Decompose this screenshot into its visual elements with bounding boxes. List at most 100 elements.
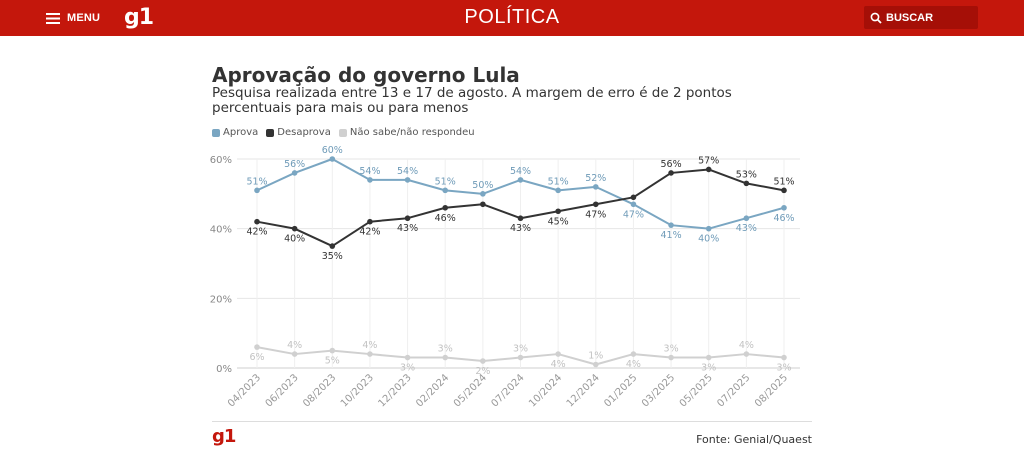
- legend-label-aprova: Aprova: [223, 127, 259, 138]
- data-point: [404, 177, 411, 183]
- x-tick-label: 03/2025: [640, 372, 677, 409]
- x-tick-label: 02/2024: [414, 372, 451, 409]
- data-point: [781, 354, 787, 361]
- data-label: 54%: [510, 166, 531, 177]
- data-point: [291, 225, 298, 232]
- data-label: 3%: [701, 363, 716, 374]
- data-point: [705, 166, 712, 173]
- data-label: 56%: [284, 159, 305, 170]
- data-label: 40%: [284, 234, 305, 245]
- data-point: [480, 358, 486, 364]
- x-tick-label: 05/2024: [452, 372, 489, 409]
- data-point: [592, 184, 599, 190]
- legend-swatch-nao-sabe: [338, 128, 347, 137]
- x-tick-label: 12/2024: [565, 372, 602, 409]
- data-label: 46%: [435, 213, 456, 224]
- data-point: [442, 187, 449, 194]
- data-label: 3%: [438, 344, 453, 355]
- x-tick-label: 04/2023: [226, 372, 263, 409]
- chart-legend: Aprova Desaprova Não sabe/não respondeu: [212, 127, 475, 138]
- y-tick-label: 60%: [210, 155, 232, 166]
- x-tick-label: 10/2023: [339, 372, 376, 409]
- data-label: 51%: [435, 176, 456, 187]
- data-label: 51%: [773, 176, 794, 187]
- data-label: 43%: [510, 223, 531, 234]
- data-label: 3%: [664, 344, 679, 355]
- x-tick-label: 01/2025: [602, 372, 639, 409]
- data-label: 57%: [698, 155, 719, 166]
- data-label: 47%: [623, 209, 644, 220]
- search-button[interactable]: BUSCAR: [864, 6, 978, 29]
- data-point: [480, 191, 486, 197]
- footer-g1-logo: g1: [212, 426, 236, 447]
- data-point: [592, 201, 599, 208]
- legend-item-nao-sabe[interactable]: Não sabe/não respondeu: [338, 127, 475, 138]
- legend-label-nao-sabe: Não sabe/não respondeu: [349, 127, 475, 138]
- menu-label: MENU: [67, 12, 101, 24]
- data-label: 54%: [397, 166, 418, 177]
- data-label: 4%: [739, 340, 754, 351]
- data-point: [367, 218, 373, 225]
- legend-item-aprova[interactable]: Aprova: [212, 127, 258, 138]
- data-point: [555, 351, 561, 357]
- y-tick-label: 20%: [210, 294, 232, 305]
- data-point: [630, 201, 637, 208]
- data-point: [668, 170, 674, 176]
- data-label: 46%: [773, 213, 794, 224]
- data-point: [367, 177, 373, 183]
- chart-title: Aprovação do governo Lula: [212, 63, 520, 87]
- hamburger-icon: [46, 12, 60, 24]
- data-label: 4%: [551, 359, 566, 370]
- data-point: [329, 156, 336, 162]
- search-icon: [870, 12, 882, 24]
- legend-item-desaprova[interactable]: Desaprova: [266, 127, 331, 138]
- x-tick-label: 05/2025: [678, 372, 715, 409]
- data-label: 51%: [548, 176, 569, 187]
- data-label: 4%: [287, 340, 302, 351]
- x-tick-label: 06/2023: [264, 372, 301, 409]
- data-point: [517, 354, 524, 361]
- y-tick-label: 0%: [216, 364, 232, 375]
- legend-swatch-aprova: [212, 128, 220, 137]
- data-point: [630, 351, 637, 357]
- data-point: [781, 204, 787, 211]
- data-point: [743, 180, 750, 187]
- legend-label-desaprova: Desaprova: [277, 127, 331, 138]
- data-label: 2%: [475, 366, 490, 377]
- data-point: [592, 361, 599, 368]
- data-label: 56%: [661, 159, 682, 170]
- data-point: [705, 225, 712, 232]
- x-tick-label: 12/2023: [377, 372, 414, 409]
- data-label: 50%: [472, 180, 493, 191]
- g1-logo[interactable]: g1: [124, 5, 154, 30]
- data-label: 6%: [249, 352, 264, 363]
- data-point: [442, 354, 449, 361]
- data-point: [404, 354, 411, 361]
- data-point: [668, 222, 674, 228]
- data-point: [442, 204, 449, 211]
- data-point: [517, 177, 524, 183]
- data-point: [329, 243, 336, 249]
- data-label: 51%: [246, 176, 267, 187]
- data-label: 4%: [362, 340, 377, 351]
- top-navigation-bar: MENU g1 POLÍTICA BUSCAR: [0, 0, 1024, 36]
- data-label: 3%: [776, 363, 791, 374]
- line-chart: 0%20%40%60%04/2023 06/2023 08/2023 10/2023 1…: [210, 145, 800, 409]
- data-point: [367, 351, 373, 357]
- footer-divider: [212, 421, 812, 422]
- x-tick-label: 10/2024: [527, 372, 564, 409]
- data-point: [329, 347, 336, 354]
- y-tick-label: 40%: [210, 225, 232, 236]
- x-tick-label: 08/2023: [301, 372, 338, 409]
- data-label: 54%: [359, 166, 380, 177]
- data-point: [668, 354, 674, 361]
- menu-button[interactable]: MENU: [46, 10, 100, 26]
- data-point: [555, 208, 561, 215]
- data-label: 42%: [246, 227, 267, 238]
- data-point: [254, 187, 260, 194]
- search-label: BUSCAR: [886, 11, 934, 24]
- data-label: 5%: [325, 356, 340, 367]
- data-label: 3%: [513, 344, 528, 355]
- data-label: 43%: [736, 223, 757, 234]
- data-label: 40%: [698, 234, 719, 245]
